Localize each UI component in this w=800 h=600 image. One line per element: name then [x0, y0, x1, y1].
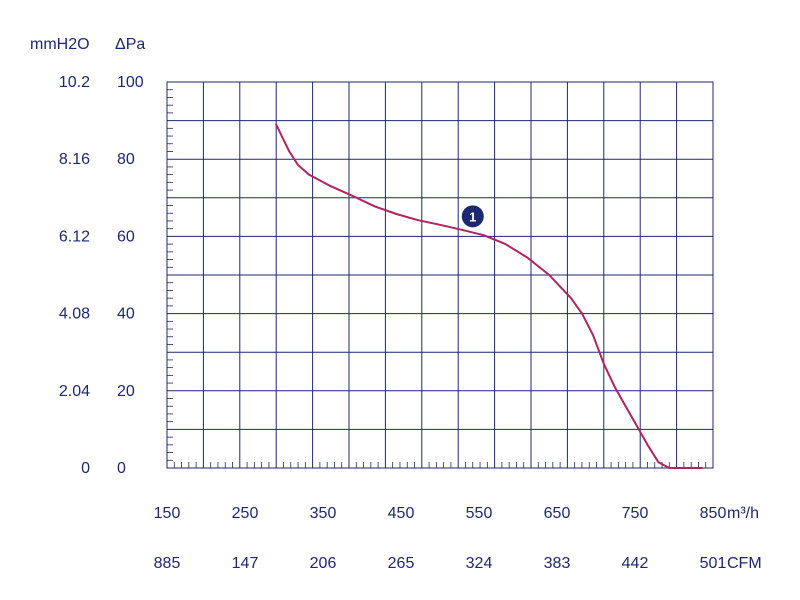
x-bottom-tick-label: 383	[544, 555, 571, 572]
x-top-tick-label: 550	[466, 505, 493, 522]
y-right-unit-label: ΔPa	[115, 36, 145, 53]
y-left-unit-label: mmH2O	[30, 36, 90, 53]
x-top-unit-label: m³/h	[727, 505, 759, 522]
y-left-tick-label: 2.04	[59, 383, 90, 400]
y-right-tick-label: 20	[117, 383, 135, 400]
x-bottom-tick-label: 324	[466, 555, 493, 572]
x-bottom-tick-label: 885	[154, 555, 181, 572]
x-bottom-tick-label: 265	[388, 555, 415, 572]
curve-layer: 1	[275, 123, 704, 469]
x-bottom-tick-label: 147	[232, 555, 259, 572]
y-left-tick-label: 4.08	[59, 306, 90, 323]
x-top-tick-label: 850	[700, 505, 727, 522]
series-curve-1	[275, 123, 704, 469]
y-left-tick-label: 10.2	[59, 74, 90, 91]
x-bottom-tick-label: 501	[700, 555, 727, 572]
y-left-tick-label: 6.12	[59, 228, 90, 245]
x-top-tick-label: 750	[622, 505, 649, 522]
y-tick-labels: 0 2.04 4.08 6.12 8.16 10.2 0 20 40 60 80 100	[59, 74, 144, 477]
y-left-tick-label: 8.16	[59, 151, 90, 168]
x-top-tick-label: 350	[310, 505, 337, 522]
x-bottom-tick-label: 206	[310, 555, 337, 572]
x-bottom-unit-label: CFM	[727, 555, 762, 572]
x-top-tick-label: 150	[154, 505, 181, 522]
series-badge-label: 1	[469, 209, 476, 224]
plot-grid	[166, 81, 714, 469]
y-right-tick-label: 0	[117, 460, 126, 477]
x-top-tick-label: 450	[388, 505, 415, 522]
y-right-tick-label: 100	[117, 74, 144, 91]
y-right-tick-label: 60	[117, 228, 135, 245]
series-badge	[461, 205, 484, 228]
y-right-tick-label: 80	[117, 151, 135, 168]
x-top-tick-label: 650	[544, 505, 571, 522]
x-bottom-tick-label: 442	[622, 555, 649, 572]
x-tick-labels: 150 250 350 450 550 650 750 850 885 147 206 265 324 3…	[154, 505, 727, 572]
x-top-tick-label: 250	[232, 505, 259, 522]
y-right-tick-label: 40	[117, 306, 135, 323]
y-left-tick-label: 0	[81, 460, 90, 477]
